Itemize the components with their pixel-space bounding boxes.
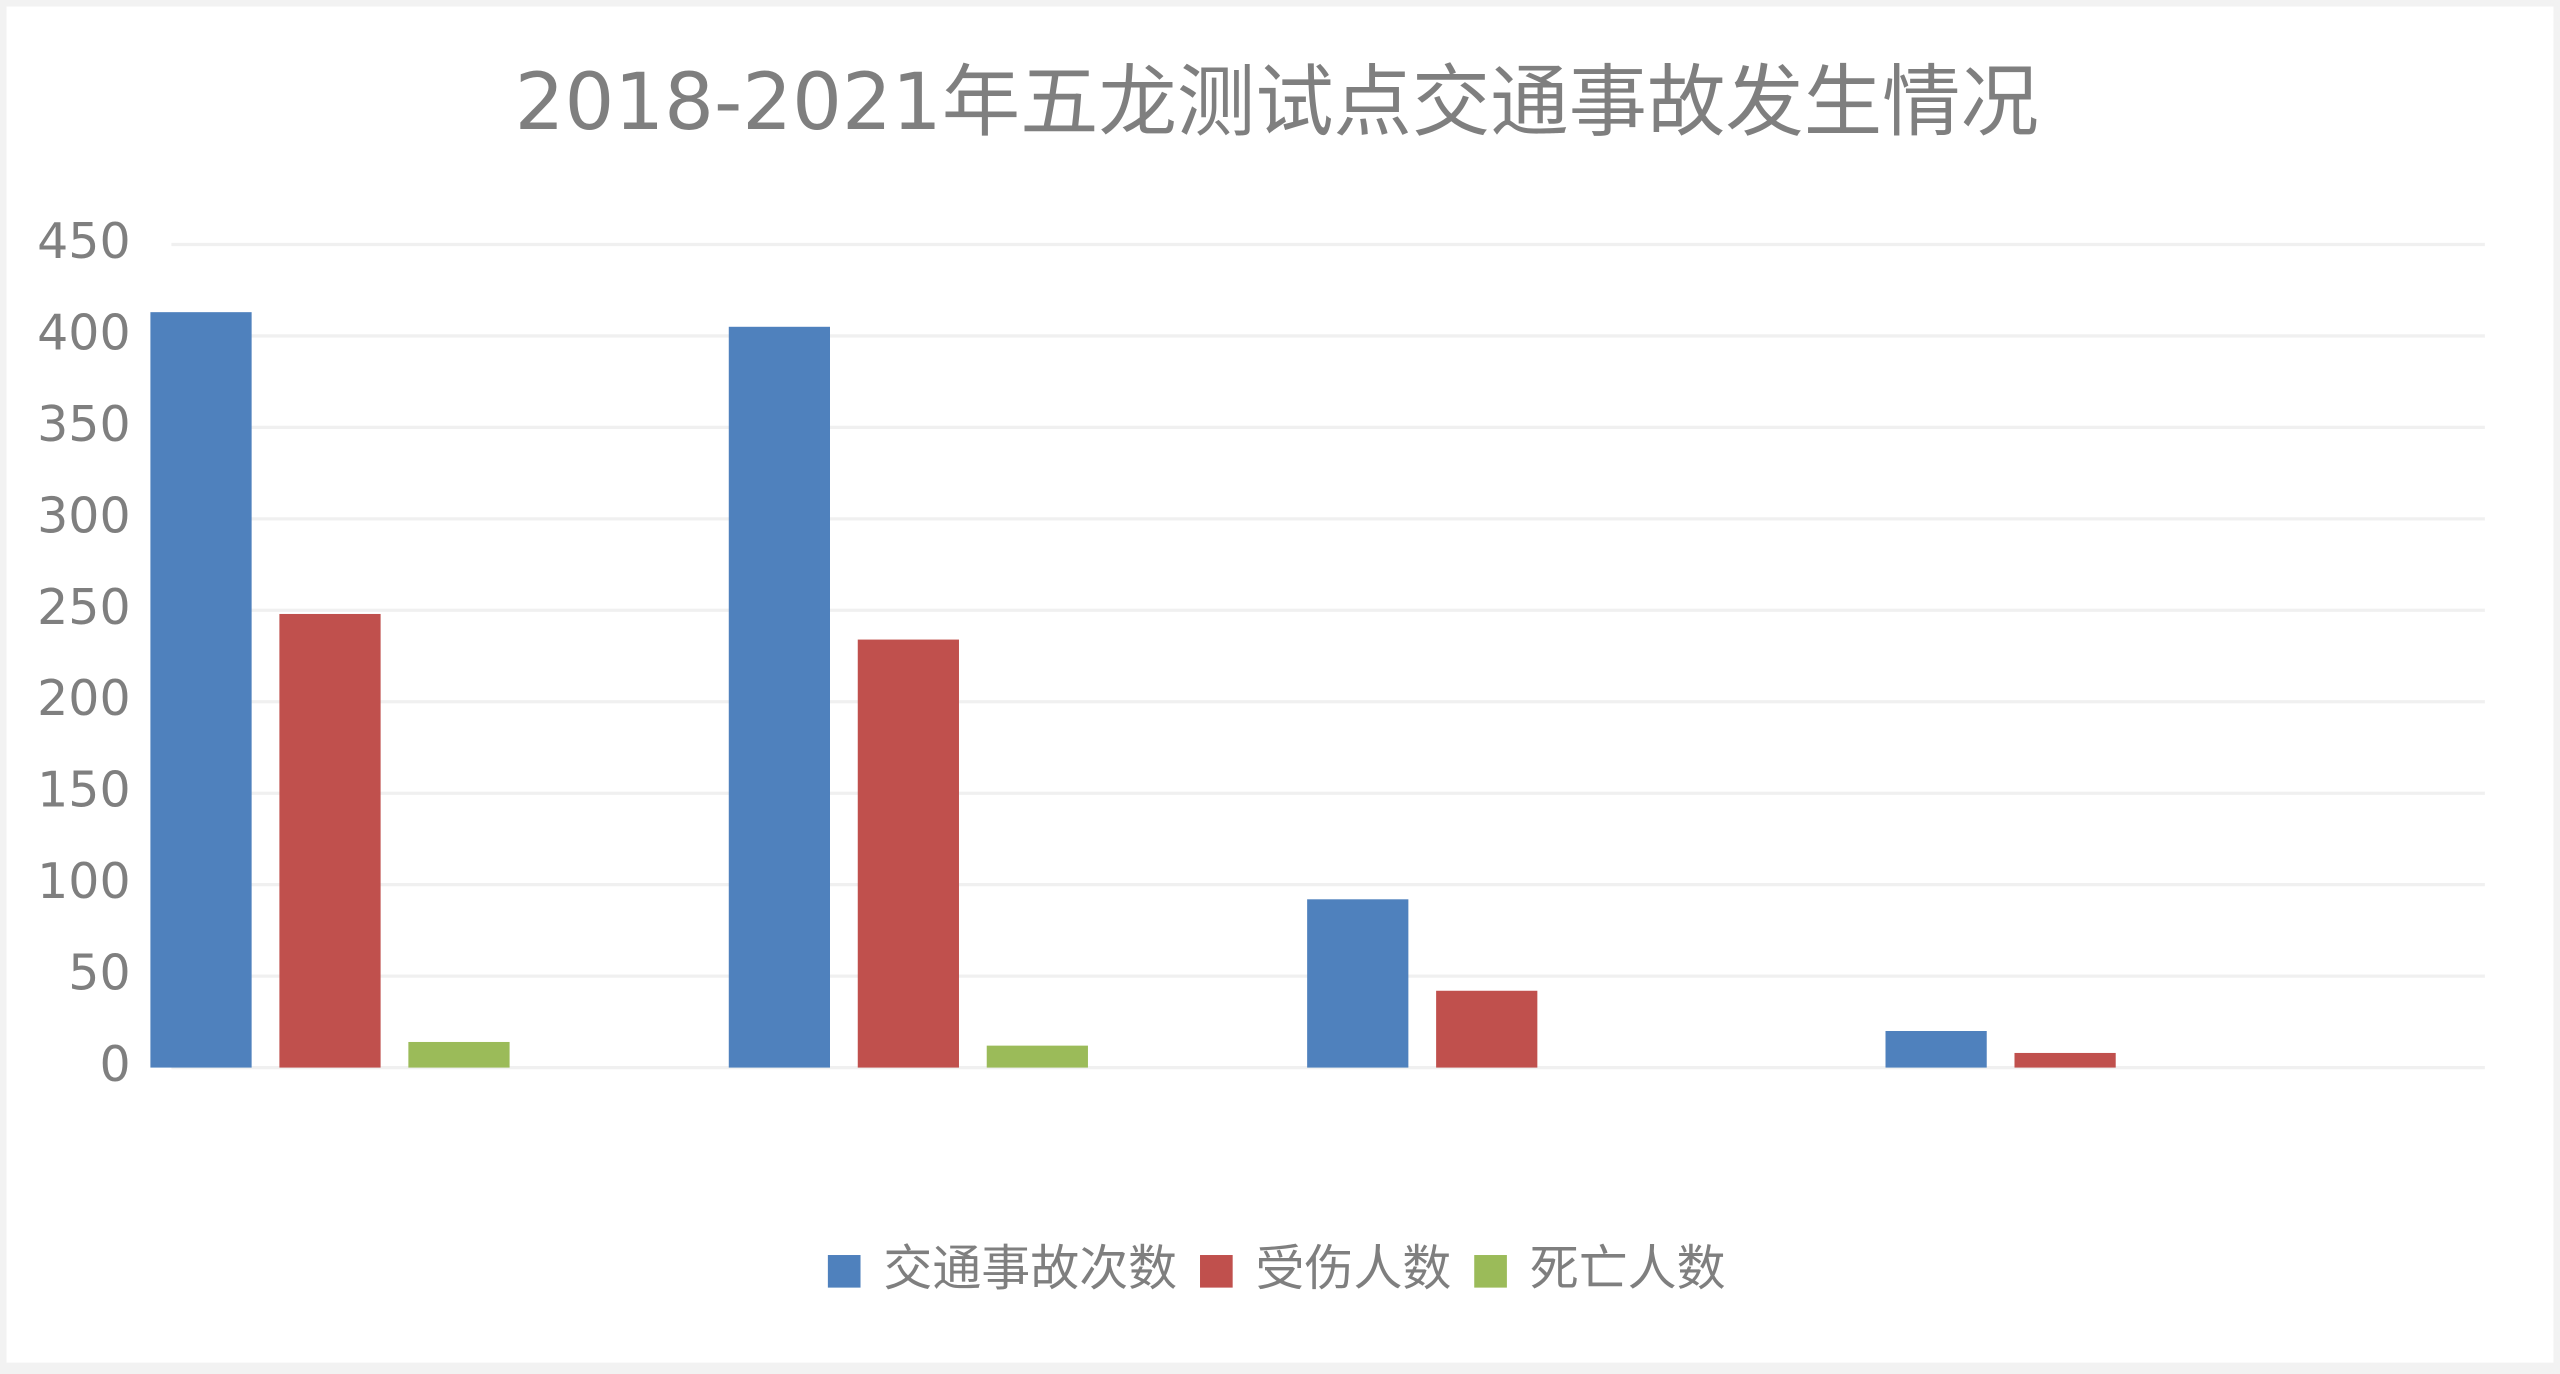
y-tick-label: 150 — [37, 762, 130, 819]
legend-label: 交通事故次数 — [883, 1240, 1177, 1297]
y-tick-label: 50 — [68, 945, 130, 1002]
bar — [1436, 990, 1538, 1068]
legend-swatch — [827, 1255, 861, 1288]
y-tick-label: 200 — [37, 670, 130, 727]
chart-title: 2018-2021年五龙测试点交通事故发生情况 — [515, 57, 2039, 148]
legend-label: 死亡人数 — [1530, 1240, 1726, 1297]
y-tick-label: 250 — [37, 579, 130, 636]
legend-swatch — [1200, 1255, 1233, 1288]
bar — [150, 312, 252, 1068]
bar — [2014, 1052, 2116, 1068]
y-tick-label: 100 — [37, 853, 130, 910]
bar — [986, 1045, 1088, 1068]
legend-label: 受伤人数 — [1256, 1240, 1452, 1297]
y-tick-label: 300 — [37, 487, 130, 544]
y-tick-label: 400 — [37, 304, 130, 361]
bar — [279, 613, 381, 1068]
y-tick-label: 350 — [37, 396, 130, 453]
chart-background — [6, 6, 2554, 1363]
bar — [1307, 899, 1409, 1068]
legend-swatch — [1474, 1255, 1507, 1288]
y-tick-label: 0 — [99, 1036, 130, 1093]
bar — [728, 326, 830, 1068]
y-tick-label: 450 — [37, 213, 130, 270]
bar — [857, 639, 959, 1068]
bar — [408, 1041, 510, 1068]
bar — [1885, 1030, 1987, 1068]
